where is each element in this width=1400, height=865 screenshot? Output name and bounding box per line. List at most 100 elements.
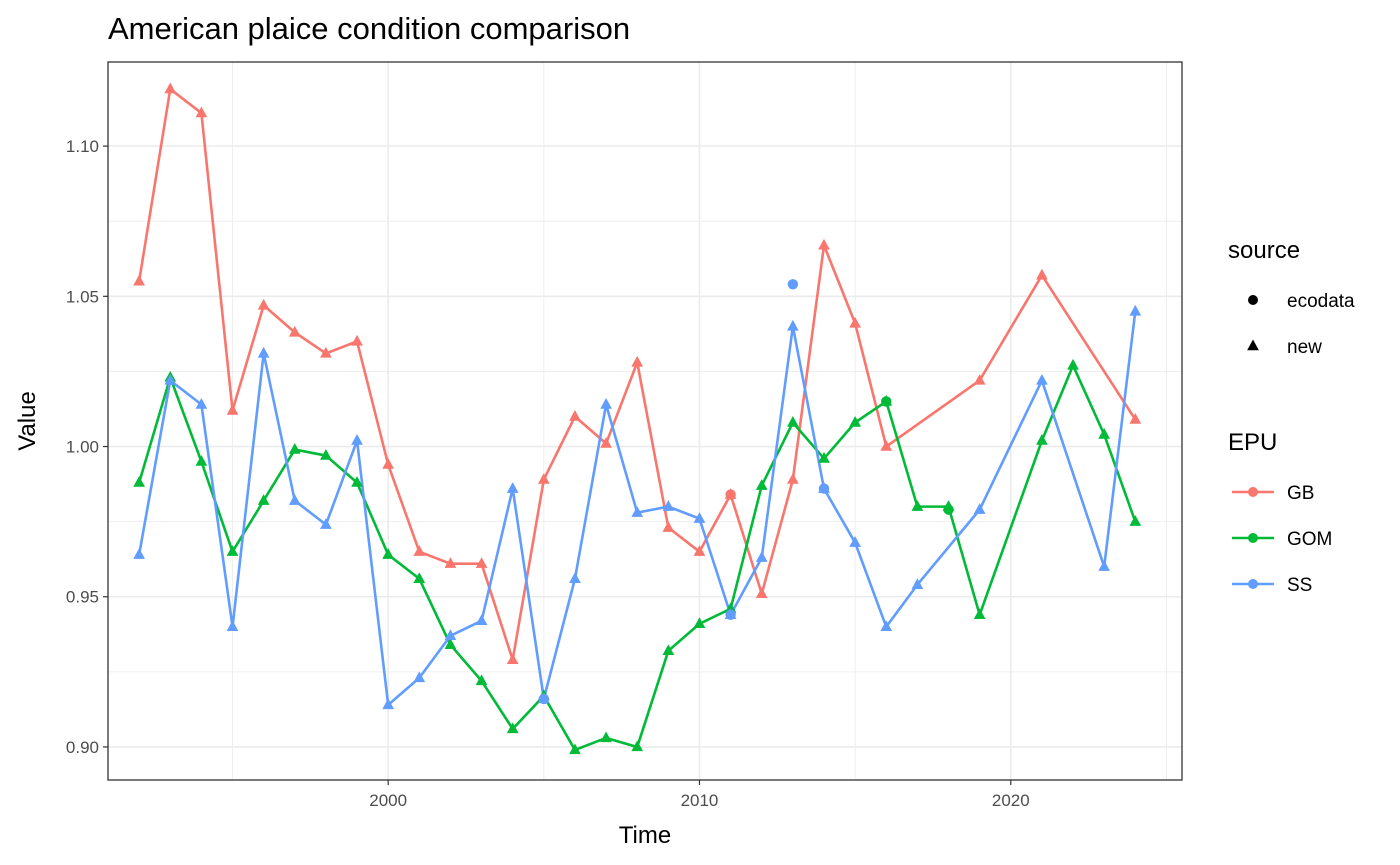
- point-new-ss: [631, 506, 644, 517]
- legend-key-ecodata: [1248, 295, 1258, 305]
- y-tick-label: 1.05: [66, 287, 99, 306]
- y-tick-label: 0.90: [66, 738, 99, 757]
- point-new-ss: [506, 482, 519, 493]
- y-tick-label: 0.95: [66, 588, 99, 607]
- point-new-ss: [911, 578, 924, 589]
- point-new-ss: [880, 620, 893, 632]
- point-new-gom: [787, 416, 799, 427]
- point-new-gom: [1036, 434, 1048, 445]
- point-new-gom: [475, 674, 488, 686]
- y-tick-label: 1.10: [66, 137, 99, 156]
- point-new-gom: [693, 617, 706, 629]
- point-new-gb: [662, 521, 675, 532]
- point-new-gom: [413, 572, 426, 583]
- point-new-gom: [382, 548, 395, 559]
- legend-label-ecodata: ecodata: [1287, 291, 1355, 312]
- legend-epu-entries: GB GOM SS: [1232, 483, 1332, 596]
- point-ecodata-ss: [787, 279, 799, 290]
- x-tick-label: 2010: [681, 791, 719, 810]
- point-new-gb: [818, 238, 830, 250]
- grid-lines: [108, 62, 1182, 780]
- point-new-gb: [226, 403, 239, 415]
- point-new-gb: [849, 316, 861, 328]
- point-new-ss: [475, 614, 488, 626]
- point-new-gb: [600, 437, 612, 448]
- point-new-gb: [506, 653, 519, 665]
- point-new-gom: [569, 743, 581, 755]
- point-new-gom: [1098, 428, 1111, 439]
- legend-label-gom: GOM: [1287, 529, 1332, 550]
- point-new-gb: [195, 106, 208, 118]
- point-new-gb: [351, 334, 363, 346]
- legend-source-title: source: [1228, 237, 1300, 264]
- point-new-ss: [382, 698, 395, 710]
- point-new-ss: [288, 494, 301, 505]
- legend-source-entries: ecodata new: [1247, 291, 1355, 358]
- point-new-gom: [1067, 358, 1079, 370]
- point-new-gb: [133, 274, 145, 286]
- point-ecodata-ss: [725, 609, 736, 620]
- point-new-gom: [444, 638, 457, 650]
- point-new-gom: [631, 740, 644, 752]
- point-new-ss: [320, 518, 332, 529]
- point-new-ss: [164, 373, 177, 385]
- legend-label-ss: SS: [1287, 575, 1312, 596]
- point-new-gb: [444, 557, 457, 568]
- point-new-ss: [133, 548, 145, 559]
- y-tick-label: 1.00: [66, 438, 99, 457]
- point-new-ss: [600, 397, 612, 409]
- point-new-gb: [1129, 412, 1142, 424]
- point-new-ss: [662, 500, 675, 511]
- point-new-ss: [413, 671, 426, 683]
- point-new-gom: [226, 545, 239, 556]
- point-new-gom: [320, 449, 332, 460]
- point-new-gom: [288, 443, 301, 454]
- point-new-gb: [693, 545, 706, 556]
- point-new-gom: [1129, 515, 1142, 526]
- point-new-gom: [849, 416, 861, 427]
- point-new-ss: [569, 572, 581, 583]
- legend-dot-ss: [1248, 579, 1258, 589]
- point-new-ss: [693, 512, 706, 523]
- point-new-ss: [1036, 373, 1048, 385]
- point-new-ss: [787, 319, 799, 331]
- series-line-gom: [137, 364, 1137, 752]
- point-new-ss: [755, 551, 768, 562]
- legend: source EPU ecodata new GB GOM SS: [1228, 237, 1355, 596]
- point-new-ss: [195, 397, 208, 409]
- point-new-gb: [413, 545, 426, 556]
- point-new-ss: [1129, 304, 1142, 316]
- point-new-gom: [506, 722, 519, 734]
- point-new-gb: [973, 373, 986, 385]
- x-tick-label: 2000: [369, 791, 407, 810]
- point-new-gb: [631, 355, 644, 367]
- point-new-gb: [787, 473, 799, 484]
- plot-panel-border: [107, 61, 1183, 781]
- point-new-gom: [755, 479, 768, 490]
- point-new-ss: [849, 536, 861, 547]
- series-line-gb: [137, 87, 1137, 662]
- point-new-gb: [320, 346, 332, 358]
- legend-epu-title: EPU: [1228, 429, 1277, 456]
- point-new-gb: [475, 557, 488, 568]
- legend-label-new: new: [1287, 337, 1322, 358]
- point-new-gom: [662, 644, 675, 656]
- series-lines: [137, 87, 1137, 752]
- point-ecodata-ss: [818, 483, 830, 494]
- point-new-ss: [351, 434, 363, 445]
- point-new-gb: [880, 440, 893, 451]
- point-new-gb: [382, 458, 395, 469]
- x-tick-label: 2020: [992, 791, 1030, 810]
- legend-key-new: [1247, 339, 1259, 351]
- point-new-gom: [818, 452, 830, 463]
- series-line-ss: [137, 311, 1137, 707]
- point-new-gb: [569, 409, 581, 421]
- point-new-gb: [257, 298, 270, 310]
- point-new-ss: [973, 503, 986, 514]
- axes: 0.90 0.95 1.00 1.05 1.10 2000 2010 2020: [66, 137, 1030, 810]
- legend-dot-gom: [1248, 533, 1258, 543]
- point-ecodata-gb: [725, 489, 736, 500]
- point-ecodata-gom: [943, 504, 954, 515]
- point-new-gom: [195, 455, 208, 466]
